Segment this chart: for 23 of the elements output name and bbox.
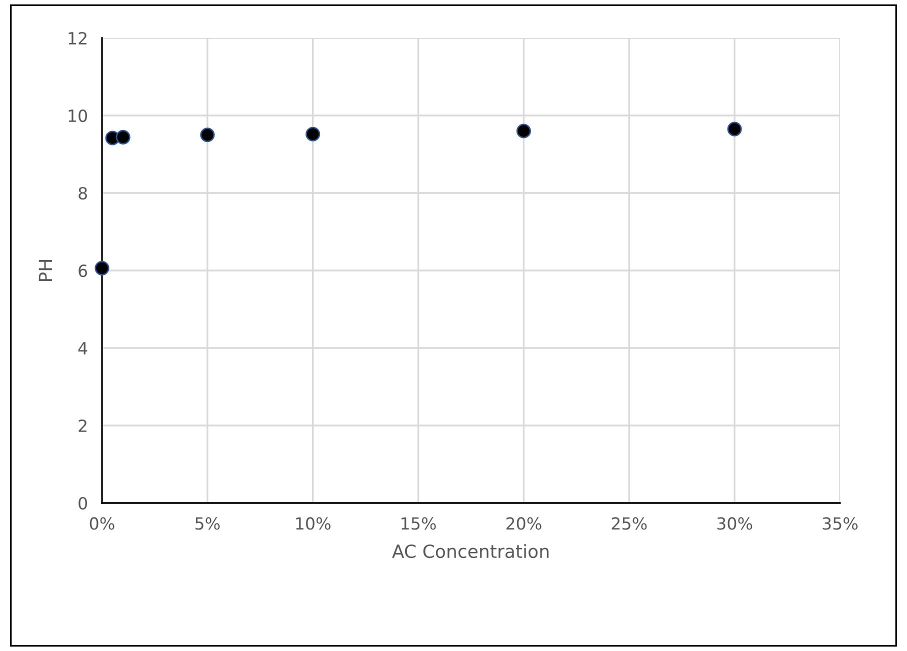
point [306, 126, 320, 142]
x-axis-title: AC Concentration [392, 544, 549, 558]
y-tick-label: 8 [78, 186, 87, 200]
point [116, 130, 130, 144]
point [94, 260, 110, 276]
y-tick-label: 12 [68, 32, 86, 44]
y-tick-label: 0 [78, 496, 88, 510]
x-tick-label: 35% [822, 517, 858, 530]
x-tick-label: 0% [90, 517, 114, 530]
y-tick-label: 10 [68, 109, 88, 122]
point [200, 128, 215, 142]
x-tick-label: 30% [717, 517, 752, 530]
x-tick-label: 10% [296, 517, 330, 530]
x-tick-label: 15% [402, 517, 436, 530]
x-tick-label: 20% [506, 517, 542, 530]
point [516, 124, 531, 138]
y-tick-label: 4 [78, 342, 88, 354]
x-tick-label: 25% [612, 517, 647, 530]
y-axis-title: PH [38, 260, 52, 281]
y-tick-label: 6 [78, 264, 88, 278]
y-tick-label: 2 [78, 419, 86, 432]
point [727, 122, 742, 136]
x-tick-label: 5% [195, 517, 220, 530]
